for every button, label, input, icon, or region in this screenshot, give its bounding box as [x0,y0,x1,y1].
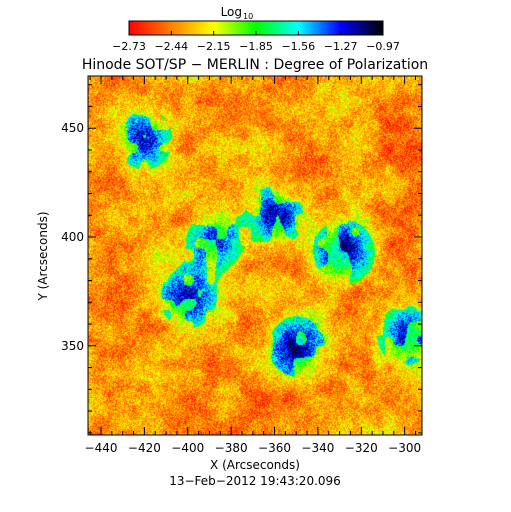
colorbar-tick-labels: −2.73 −2.44 −2.15 −1.85 −1.56 −1.27 −0.97 [112,40,400,53]
colorbar-tick-label: −2.44 [154,40,188,53]
y-axis-label: Y (Arcseconds) [36,211,50,301]
colorbar-tick-label: −1.27 [324,40,358,53]
y-axis-ticks: 350 400 450 [61,84,422,434]
colorbar-tick-label: −2.73 [112,40,146,53]
heatmap-area [87,75,423,436]
observation-timestamp: 13−Feb−2012 19:43:20.096 [169,474,341,488]
colorbar-tick-label: −2.15 [197,40,231,53]
colorbar-tick-label: −1.56 [281,40,315,53]
x-tick-label: −360 [258,441,291,455]
x-tick-label: −420 [128,441,161,455]
y-tick-label: 450 [61,121,84,135]
chart-title: Hinode SOT/SP − MERLIN : Degree of Polar… [82,57,428,73]
plot-frame [87,75,423,436]
x-tick-label: −320 [345,441,378,455]
y-tick-label: 400 [61,230,84,244]
colorbar-title-subscript: 10 [243,12,253,21]
x-axis-ticks: −440 −420 −400 −380 −360 −340 −320 −300 [85,76,421,455]
x-tick-label: −300 [388,441,421,455]
polarization-heatmap [88,76,422,435]
colorbar-tick-label: −0.97 [366,40,400,53]
x-tick-label: −340 [301,441,334,455]
x-tick-label: −380 [215,441,248,455]
y-tick-label: 350 [61,339,84,353]
colorbar-ticks [128,31,384,35]
x-tick-label: −400 [171,441,204,455]
colorbar-tick-label: −1.85 [239,40,273,53]
x-tick-label: −440 [85,441,118,455]
heatmap-image-container [88,76,422,435]
x-axis-label: X (Arcseconds) [210,458,300,472]
colorbar-title: Log [221,5,242,19]
